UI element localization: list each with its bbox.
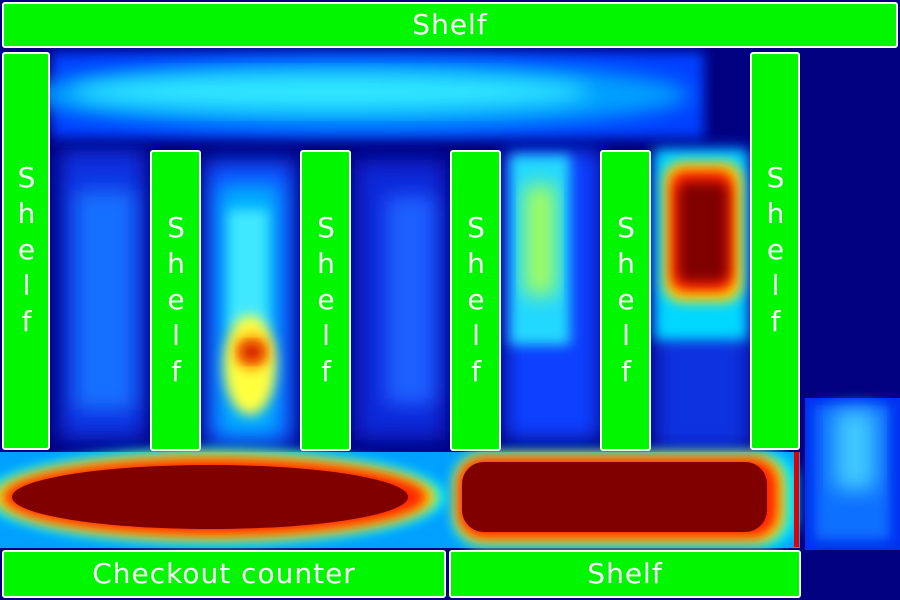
shelf-bottom: Shelf	[449, 550, 801, 598]
shelf-bottom-label: Shelf	[587, 557, 663, 590]
checkout-counter-label: Checkout counter	[92, 557, 356, 590]
shelf-left-wall: Shelf	[2, 52, 50, 450]
shelf-aisle-1-label: Shelf	[159, 210, 193, 391]
shelf-top-label: Shelf	[412, 8, 488, 41]
shelf-right-wall-label: Shelf	[759, 161, 792, 341]
heat-zone-right-strip	[805, 398, 900, 550]
heat-zone-aisle-1	[60, 150, 145, 440]
heat-zone-aisle-2	[205, 160, 295, 445]
heat-zone-bottom-right	[450, 452, 800, 548]
shelf-left-wall-label: Shelf	[10, 161, 43, 341]
heat-zone-checkout	[0, 449, 450, 548]
shelf-aisle-2: Shelf	[300, 150, 351, 451]
heat-zone-top-aisle	[30, 52, 704, 138]
shelf-aisle-2-label: Shelf	[309, 210, 343, 391]
shelf-aisle-3: Shelf	[450, 150, 501, 451]
checkout-counter: Checkout counter	[2, 550, 446, 598]
heat-zone-aisle-4	[505, 150, 600, 440]
shelf-aisle-4-label: Shelf	[609, 210, 643, 391]
shelf-aisle-3-label: Shelf	[459, 210, 493, 391]
heat-zone-aisle-3	[355, 160, 445, 440]
shelf-aisle-4: Shelf	[600, 150, 651, 451]
shelf-right-wall: Shelf	[750, 52, 800, 450]
heat-zone-aisle-5	[655, 150, 750, 450]
shelf-top: Shelf	[2, 2, 898, 48]
shelf-aisle-1: Shelf	[150, 150, 201, 451]
